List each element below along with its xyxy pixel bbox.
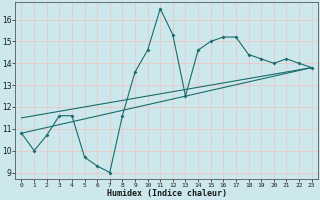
- X-axis label: Humidex (Indice chaleur): Humidex (Indice chaleur): [107, 189, 227, 198]
